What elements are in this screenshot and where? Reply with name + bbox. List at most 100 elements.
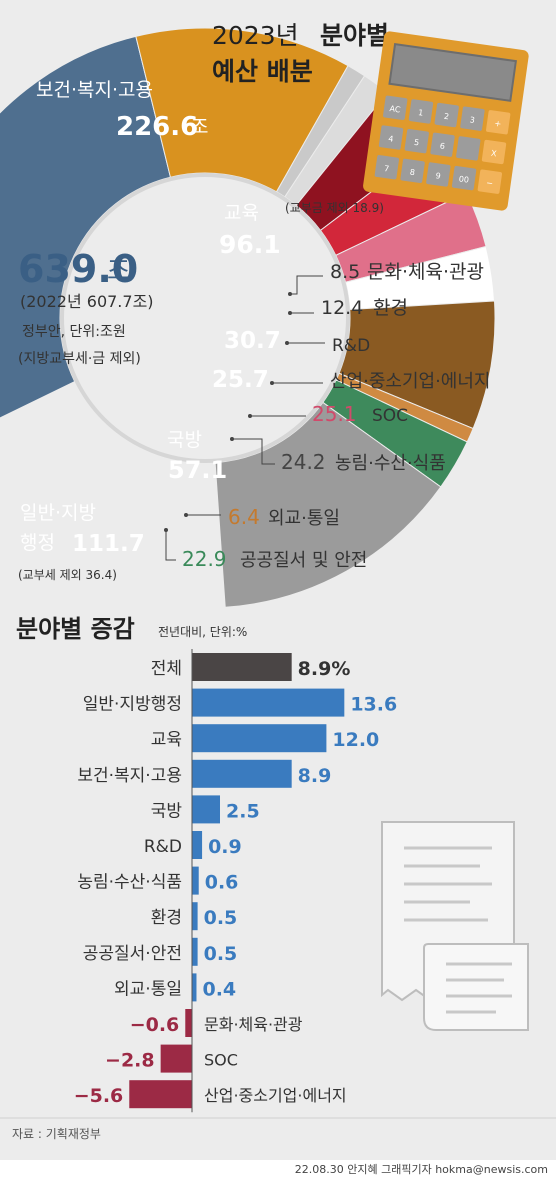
label-admin-name1: 일반·지방	[20, 502, 96, 524]
bar	[192, 866, 199, 895]
total-prev: (2022년 607.7조)	[20, 292, 154, 311]
bar-category-label: 전체	[151, 659, 182, 679]
leader-lines	[165, 275, 325, 561]
bar-category-label: 환경	[151, 908, 182, 928]
title-bold: 분야별	[320, 21, 389, 50]
leader-culture	[290, 275, 323, 295]
bar-category-label: 문화·체육·관광	[204, 1015, 303, 1034]
change-bars: 전체 8.9% 일반·지방행정 13.6 교육 12.0 보건·복지·고용 8.9 국방 2.5 R…	[74, 649, 397, 1113]
bar-value-label: −2.8	[105, 1050, 155, 1072]
bar	[185, 1009, 192, 1037]
calculator-key	[408, 99, 434, 124]
calculator-key-label: 9	[435, 171, 441, 181]
label-culture-name: 문화·체육·관광	[367, 261, 484, 283]
calculator-key-label: X	[490, 149, 497, 159]
label-welfare-name: 보건·복지·고용	[36, 79, 153, 101]
bar	[192, 653, 292, 681]
label-defense-name: 국방	[167, 429, 202, 451]
bar-value-label: 0.5	[204, 907, 238, 929]
bar	[192, 724, 327, 753]
source-note: 자료 : 기획재정부	[12, 1127, 101, 1141]
calculator-key	[404, 128, 429, 154]
label-education-name: 교육	[224, 202, 259, 224]
calculator-key-label: 6	[439, 141, 445, 151]
calculator-key-label: +	[494, 119, 502, 129]
calculator-key	[477, 169, 503, 194]
label-rnd-name: R&D	[332, 336, 370, 356]
leader-agri	[232, 438, 275, 465]
bar	[192, 795, 220, 824]
bar-value-label: 0.6	[205, 872, 239, 894]
bar	[192, 759, 292, 788]
total-block: 639.0 조 (2022년 607.7조) 정부안, 단위:조원 (지방교부세…	[18, 247, 154, 367]
label-soc-name: SOC	[372, 406, 408, 426]
bar-value-label: 0.4	[202, 978, 236, 1000]
calculator-key	[486, 110, 511, 135]
bar-value-label: −0.6	[130, 1014, 180, 1036]
bar	[129, 1080, 192, 1109]
calculator-key	[400, 158, 425, 184]
calculator-key-label: −	[486, 178, 494, 188]
bar-category-label: SOC	[204, 1051, 238, 1070]
calculator-key	[460, 106, 485, 131]
label-env-value: 12.4	[321, 297, 363, 319]
calculator-key	[374, 155, 400, 180]
bar-category-label: 일반·지방행정	[83, 695, 182, 715]
label-education-note: (교부금 제외 18.9)	[285, 201, 384, 215]
bar-value-label: 13.6	[350, 694, 397, 716]
bar	[192, 973, 197, 1002]
label-industry-name: 산업·중소기업·에너지	[330, 371, 490, 392]
calculator-icon: AC 1 2 3 +4 5 6 X 7 8 9 00 −	[363, 31, 529, 211]
bar	[192, 937, 198, 966]
label-agri-value: 24.2	[281, 450, 326, 474]
calculator-key	[430, 132, 455, 157]
label-diplomacy-value: 6.4	[228, 505, 260, 529]
receipt-icon	[381, 821, 529, 1031]
donut-inner-edge	[60, 173, 350, 463]
label-soc-value: 25.1	[312, 402, 357, 426]
total-value: 639.0	[18, 247, 138, 291]
label-safety-name: 공공질서 및 안전	[240, 550, 367, 571]
bar-category-label: 공공질서·안전	[83, 944, 182, 964]
calculator-key	[426, 162, 451, 187]
title-year: 2023년	[212, 21, 299, 50]
label-welfare-value: 226.6	[116, 112, 198, 142]
bar	[192, 831, 203, 859]
label-rnd-value: 30.7	[224, 328, 281, 354]
calculator-key	[451, 165, 477, 191]
label-welfare-unit: 조	[191, 116, 208, 138]
label-education-value: 96.1	[219, 230, 281, 259]
total-unit: 조	[107, 256, 130, 285]
label-defense-value: 57.1	[168, 456, 227, 484]
calculator-key	[378, 125, 404, 150]
bar-category-label: 국방	[151, 801, 183, 821]
bar-value-label: 0.9	[208, 836, 242, 858]
calculator-key-label: 1	[418, 108, 424, 118]
calculator-key-label: 2	[443, 112, 449, 122]
label-admin-name2: 행정	[20, 532, 55, 554]
bar-category-label: R&D	[144, 837, 182, 857]
bar-category-label: 보건·복지·고용	[77, 766, 182, 786]
title-line2: 예산 배분	[212, 57, 313, 86]
calculator-key-label: 00	[458, 174, 469, 184]
calculator-key-label: 5	[413, 138, 419, 148]
calculator-key-label: 4	[388, 134, 394, 144]
calculator-key	[481, 139, 507, 165]
calculator-key-label: AC	[389, 104, 401, 114]
label-culture-value: 8.5	[330, 261, 360, 283]
bar-category-label: 교육	[151, 730, 182, 750]
label-safety-value: 22.9	[182, 547, 227, 571]
label-industry-value: 25.7	[212, 367, 269, 393]
bar-category-label: 외교·통일	[114, 979, 182, 999]
bar-category-label: 산업·중소기업·에너지	[204, 1086, 347, 1105]
calculator-display	[388, 43, 517, 102]
bar-category-label: 농림·수산·식품	[77, 873, 182, 893]
calculator-key-label: 8	[409, 168, 415, 178]
label-agri-name: 농림·수산·식품	[335, 453, 446, 474]
bar-value-label: 0.5	[204, 943, 238, 965]
pie-labels: 보건·복지·고용 226.6 조 교육 96.1 (교부금 제외 18.9) 8…	[18, 79, 490, 582]
calculator-key	[456, 136, 481, 161]
bar-value-label: 12.0	[332, 729, 379, 751]
